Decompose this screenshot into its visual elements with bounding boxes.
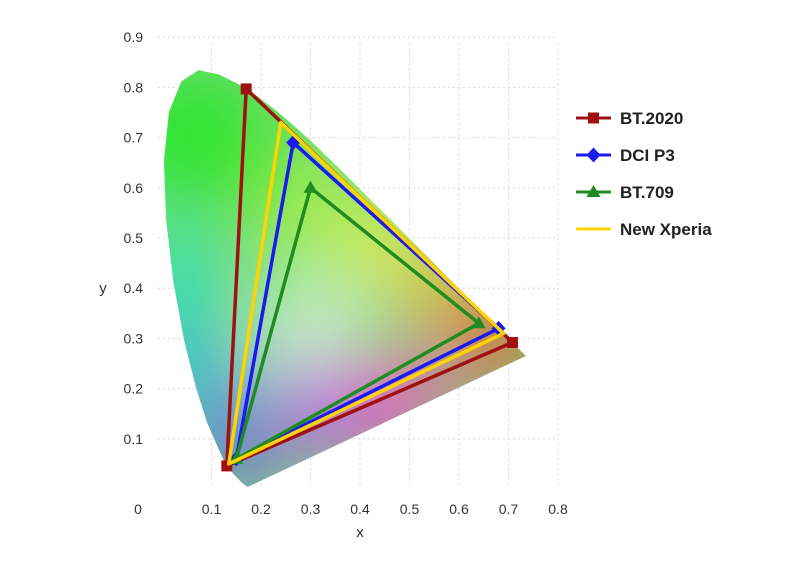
- y-tick-label: 0.2: [124, 381, 144, 397]
- gamut-vertex-marker: [240, 83, 252, 95]
- x-tick-label: 0.3: [301, 501, 321, 517]
- legend-marker: [586, 185, 601, 197]
- gamut-vertex-marker: [221, 460, 233, 472]
- gamut-new-xperia: [227, 120, 506, 466]
- legend-label: New Xperia: [620, 220, 712, 239]
- legend: BT.2020 DCI P3 BT.709 New Xperia: [576, 109, 712, 239]
- legend-item: New Xperia: [576, 220, 712, 239]
- tick-label-origin: 0: [134, 501, 142, 517]
- gamut-vertex-marker: [303, 180, 318, 193]
- y-tick-label: 0.6: [124, 180, 144, 196]
- legend-item: DCI P3: [576, 146, 675, 165]
- gamut-triangle: [234, 186, 481, 461]
- y-tick-label: 0.9: [124, 29, 144, 45]
- legend-label: BT.709: [620, 183, 674, 202]
- x-tick-label: 0.6: [449, 501, 469, 517]
- x-tick-label: 0.7: [499, 501, 519, 517]
- x-tick-label: 0.5: [400, 501, 420, 517]
- legend-marker: [588, 112, 599, 124]
- legend-item: BT.709: [576, 183, 674, 202]
- legend-marker: [586, 147, 601, 163]
- legend-label: BT.2020: [620, 109, 683, 128]
- legend-item: BT.2020: [576, 109, 683, 128]
- y-tick-label: 0.4: [124, 280, 144, 296]
- y-tick-label: 0.8: [124, 79, 144, 95]
- color-region: [164, 233, 222, 323]
- x-tick-label: 0.4: [350, 501, 370, 517]
- color-region: [164, 323, 232, 404]
- y-axis-title: y: [99, 280, 107, 297]
- legend-label: DCI P3: [620, 146, 675, 165]
- axis-ticks: 0 0.1 0.2 0.3 0.4 0.5 0.6 0.7 0.8 0.1 0.2 0.3 0.4 0.…: [124, 29, 568, 517]
- y-tick-label: 0.3: [124, 330, 144, 346]
- y-tick-label: 0.1: [124, 431, 144, 447]
- x-tick-label: 0.2: [251, 501, 271, 517]
- gamut-triangle: [234, 140, 501, 461]
- x-tick-label: 0.8: [548, 501, 568, 517]
- color-region: [261, 328, 311, 379]
- gamut-vertex-marker: [506, 336, 518, 348]
- y-tick-label: 0.7: [124, 130, 144, 146]
- y-tick-label: 0.5: [124, 230, 144, 246]
- gamut-vertex-marker: [471, 316, 486, 329]
- x-axis-title: x: [356, 524, 364, 541]
- x-tick-label: 0.1: [202, 501, 222, 517]
- gamut-triangle: [227, 120, 506, 466]
- spectral-locus: [164, 70, 526, 487]
- gamut-triangles: [221, 83, 518, 472]
